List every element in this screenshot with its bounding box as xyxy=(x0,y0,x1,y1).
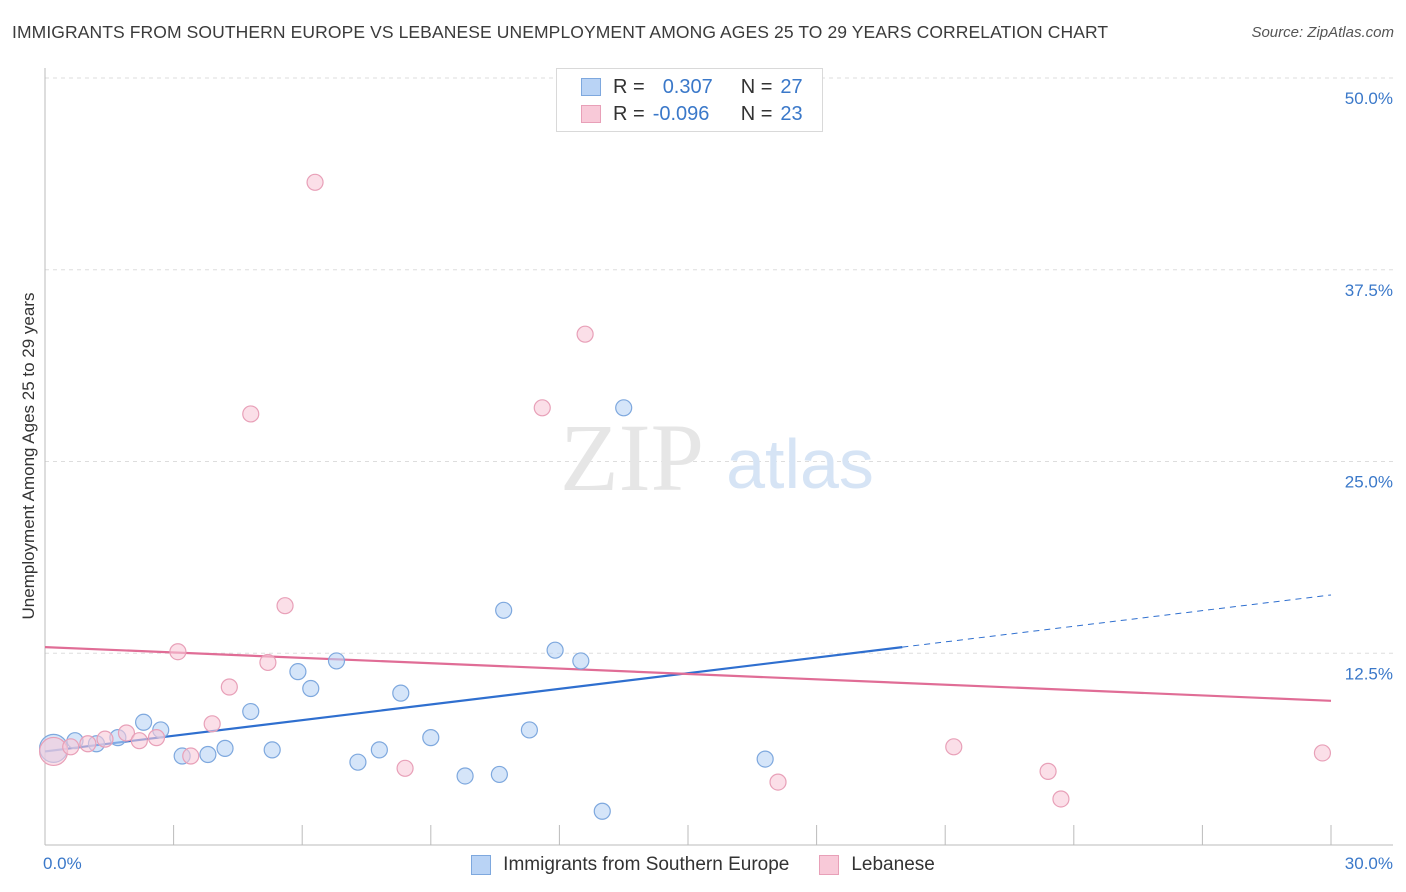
point-lebanese xyxy=(130,732,148,750)
legend-swatch-pink xyxy=(581,105,601,123)
chart-title: IMMIGRANTS FROM SOUTHERN EUROPE VS LEBAN… xyxy=(12,22,1109,42)
x-tick-label: 30.0% xyxy=(1345,854,1393,873)
point-southern-europe xyxy=(263,741,281,759)
point-southern-europe xyxy=(546,641,564,659)
point-lebanese xyxy=(203,715,221,733)
point-southern-europe xyxy=(392,684,410,702)
watermark-atlas: atlas xyxy=(726,425,874,503)
point-lebanese xyxy=(576,325,594,343)
point-lebanese xyxy=(276,597,294,615)
point-southern-europe xyxy=(756,750,774,768)
y-axis-label: Unemployment Among Ages 25 to 29 years xyxy=(19,293,38,620)
trend-lines xyxy=(44,594,1332,753)
legend-item-southern-europe: Immigrants from Southern Europe xyxy=(471,854,789,876)
legend-n-value: 27 xyxy=(780,75,803,98)
legend-n-label: N = xyxy=(740,102,773,125)
y-tick-label: 37.5% xyxy=(1345,281,1393,300)
y-tick-label: 25.0% xyxy=(1345,473,1393,492)
point-lebanese xyxy=(62,738,80,756)
trend-line-southern-europe-projection xyxy=(902,594,1332,648)
tick-labels: 12.5% 25.0% 37.5% 50.0% 0.0% 30.0% xyxy=(43,89,1393,873)
source-label: Source: ZipAtlas.com xyxy=(1251,24,1394,41)
legend-r-label: R = xyxy=(613,75,645,98)
point-southern-europe xyxy=(302,679,320,698)
point-southern-europe xyxy=(520,721,538,739)
watermark: ZIP atlas xyxy=(560,404,874,511)
point-southern-europe xyxy=(134,713,153,731)
series-legend: Immigrants from Southern Europe Lebanese xyxy=(0,852,1406,878)
watermark-zip: ZIP xyxy=(560,404,704,511)
point-southern-europe xyxy=(422,729,440,747)
legend-swatch-blue xyxy=(471,855,492,875)
point-lebanese xyxy=(38,736,69,767)
point-lebanese xyxy=(259,653,277,672)
trend-line-southern-europe xyxy=(44,646,903,753)
point-lebanese xyxy=(147,729,166,747)
legend-swatch-blue xyxy=(581,78,601,96)
point-southern-europe xyxy=(456,767,474,785)
point-southern-europe xyxy=(495,601,513,619)
point-lebanese xyxy=(79,735,97,753)
legend-n-label: N = xyxy=(740,75,773,98)
point-lebanese xyxy=(220,678,238,696)
point-southern-europe xyxy=(572,652,590,670)
point-southern-europe xyxy=(242,702,260,721)
point-lebanese xyxy=(117,724,136,742)
point-lebanese xyxy=(169,643,187,661)
legend-swatch-pink xyxy=(819,855,840,875)
point-southern-europe xyxy=(289,663,307,681)
legend-r-value: 0.307 xyxy=(662,75,713,98)
legend-label: Lebanese xyxy=(851,854,935,875)
legend-item-lebanese: Lebanese xyxy=(819,854,935,876)
legend-r-value: -0.096 xyxy=(652,102,710,125)
data-points xyxy=(38,173,1332,820)
point-southern-europe xyxy=(490,765,508,784)
point-lebanese xyxy=(306,173,324,191)
point-lebanese xyxy=(396,759,414,777)
point-southern-europe xyxy=(615,399,633,417)
point-lebanese xyxy=(945,738,963,756)
point-lebanese xyxy=(533,399,551,417)
point-southern-europe xyxy=(199,745,217,764)
point-lebanese xyxy=(1039,762,1057,780)
axes xyxy=(44,68,1393,846)
gridlines xyxy=(45,77,1393,654)
legend-label: Immigrants from Southern Europe xyxy=(503,854,790,875)
point-southern-europe xyxy=(349,753,367,771)
legend-row-southern-europe: R = 0.307 N = 27 xyxy=(557,74,803,100)
point-lebanese xyxy=(1052,790,1070,808)
legend-n-value: 23 xyxy=(780,102,803,125)
point-lebanese xyxy=(96,730,114,748)
point-lebanese xyxy=(182,747,200,765)
point-southern-europe xyxy=(370,741,388,759)
legend-r-label: R = xyxy=(613,102,645,125)
trend-line-lebanese xyxy=(44,646,1332,702)
point-southern-europe xyxy=(327,652,346,670)
point-southern-europe xyxy=(216,739,234,757)
y-tick-label: 12.5% xyxy=(1345,664,1393,683)
point-lebanese xyxy=(1313,744,1332,762)
x-tick-label: 0.0% xyxy=(43,854,82,873)
stats-legend: R = 0.307 N = 27 R = -0.096 N = 23 xyxy=(556,68,823,132)
legend-row-lebanese: R = -0.096 N = 23 xyxy=(557,101,803,127)
y-tick-label: 50.0% xyxy=(1345,89,1393,108)
point-lebanese xyxy=(769,773,787,791)
point-lebanese xyxy=(242,405,260,423)
point-southern-europe xyxy=(593,802,611,820)
